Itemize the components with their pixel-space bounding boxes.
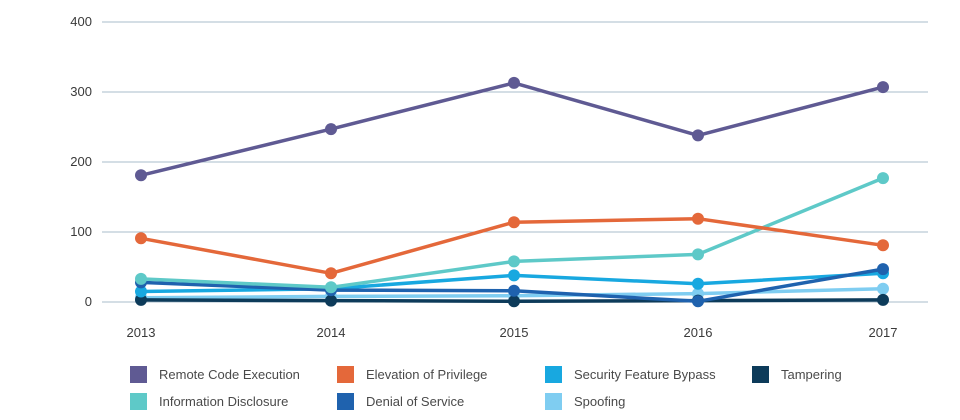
x-tick-label: 2016 <box>684 325 713 340</box>
series-security-feature-bypass <box>135 267 889 298</box>
y-tick-label: 0 <box>85 294 92 309</box>
data-point[interactable] <box>508 255 520 268</box>
y-tick-label: 400 <box>70 14 92 29</box>
data-point[interactable] <box>508 76 520 89</box>
y-tick-label: 200 <box>70 154 92 169</box>
data-point[interactable] <box>508 284 520 297</box>
series-line <box>140 81 884 178</box>
data-point[interactable] <box>877 81 889 94</box>
data-point[interactable] <box>877 263 889 276</box>
data-point[interactable] <box>508 295 520 308</box>
x-tick-label: 2017 <box>869 325 898 340</box>
data-point[interactable] <box>692 248 704 261</box>
y-tick-label: 300 <box>70 84 92 99</box>
series-lines <box>135 76 889 308</box>
x-tick-label: 2015 <box>500 325 529 340</box>
data-point[interactable] <box>877 172 889 185</box>
data-point[interactable] <box>135 272 147 285</box>
data-point[interactable] <box>692 295 704 308</box>
y-axis-ticks: 0 100 200 300 400 <box>70 14 92 309</box>
x-tick-label: 2013 <box>127 325 156 340</box>
data-point[interactable] <box>135 293 147 306</box>
x-tick-label: 2014 <box>317 325 346 340</box>
y-tick-label: 100 <box>70 224 92 239</box>
data-point[interactable] <box>325 123 337 136</box>
data-point[interactable] <box>325 281 337 294</box>
data-point[interactable] <box>325 294 337 307</box>
x-axis-ticks: 2013 2014 2015 2016 2017 <box>127 325 898 340</box>
data-point[interactable] <box>692 129 704 142</box>
data-point[interactable] <box>325 267 337 280</box>
data-point[interactable] <box>877 293 889 306</box>
data-point[interactable] <box>692 212 704 225</box>
data-point[interactable] <box>877 282 889 295</box>
data-point[interactable] <box>692 277 704 290</box>
data-point[interactable] <box>508 269 520 282</box>
data-point[interactable] <box>135 232 147 245</box>
series-remote-code-execution <box>135 76 889 182</box>
data-point[interactable] <box>135 285 147 298</box>
data-point[interactable] <box>877 239 889 252</box>
series-elevation-of-privilege <box>135 212 889 280</box>
data-point[interactable] <box>508 216 520 229</box>
data-point[interactable] <box>135 169 147 182</box>
